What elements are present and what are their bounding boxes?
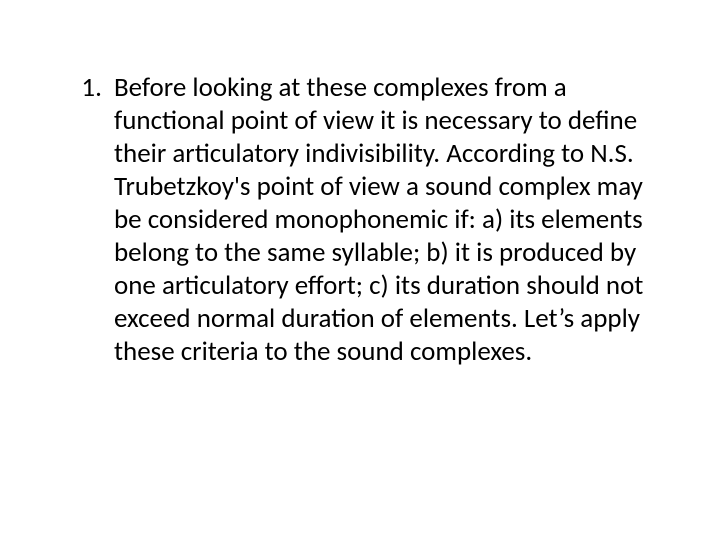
slide-container: Before looking at these complexes from a… <box>0 0 720 540</box>
numbered-list: Before looking at these complexes from a… <box>60 72 660 368</box>
list-item-1: Before looking at these complexes from a… <box>108 72 660 368</box>
list-item-1-text: Before looking at these complexes from a… <box>114 71 643 368</box>
